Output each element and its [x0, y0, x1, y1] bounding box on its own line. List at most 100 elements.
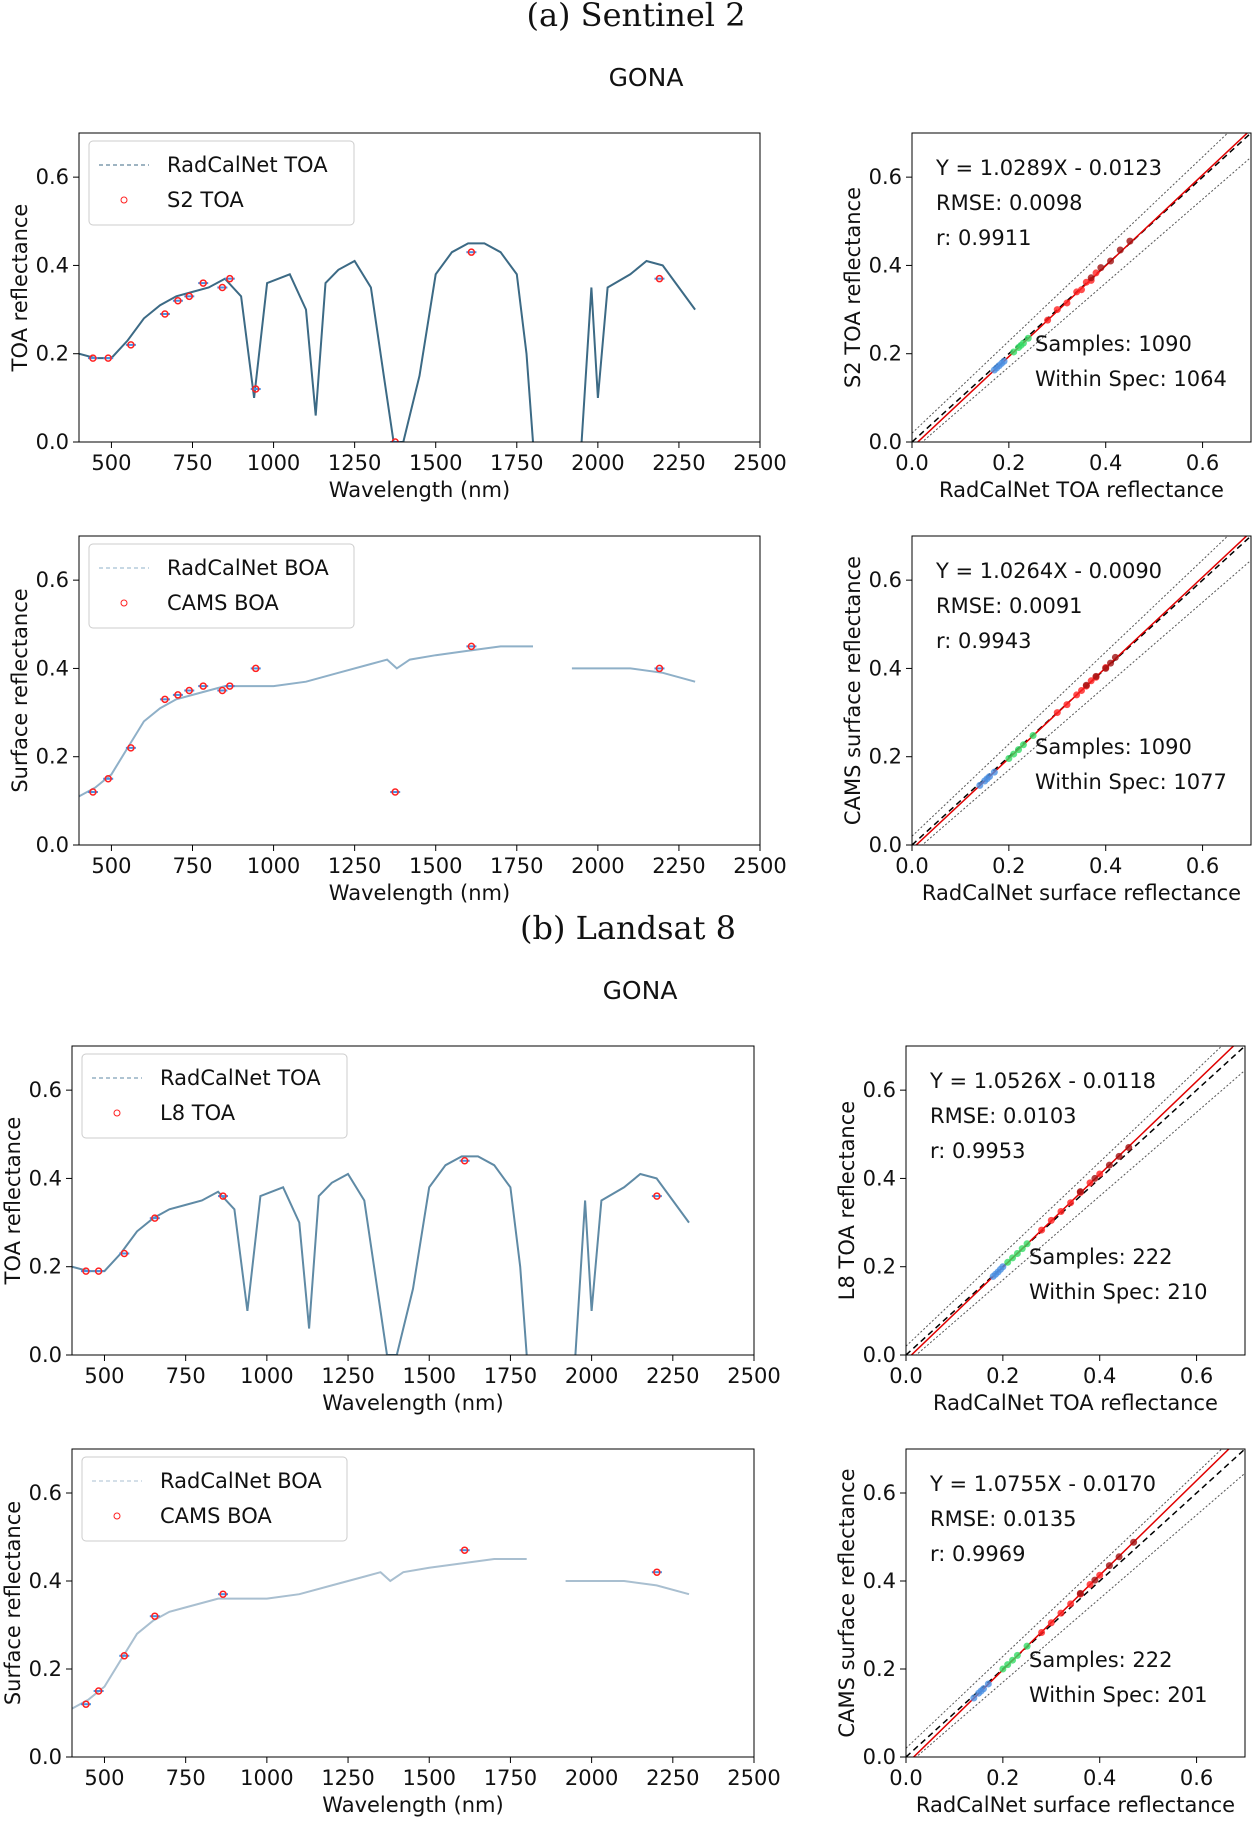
band-point [655, 664, 664, 673]
sample-point [1097, 264, 1105, 272]
x-tick-label: 750 [166, 1364, 206, 1388]
legend-label: CAMS BOA [160, 1504, 272, 1528]
y-axis-label: S2 TOA reflectance [841, 187, 865, 388]
sample-point [1053, 306, 1061, 314]
y-tick-label: 0.2 [869, 745, 902, 769]
sample-point [985, 773, 993, 781]
sample-point [1087, 677, 1095, 685]
sample-point [1091, 1576, 1099, 1584]
band-point [460, 1157, 469, 1165]
x-tick-label: 750 [172, 451, 212, 475]
band-point [655, 274, 664, 283]
x-tick-label: 1250 [321, 1364, 374, 1388]
y-tick-label: 0.2 [36, 342, 69, 366]
band-point [94, 1687, 103, 1695]
y-tick-label: 0.0 [869, 833, 902, 857]
x-tick-label: 0.2 [986, 1364, 1019, 1388]
stat-annotation: RMSE: 0.0098 [936, 191, 1083, 215]
sample-point [1096, 1170, 1104, 1178]
sample-point [1076, 1188, 1084, 1196]
sample-point [1038, 1628, 1046, 1636]
sample-point [1116, 246, 1124, 254]
site-title: GONA [609, 63, 684, 92]
legend-label: RadCalNet BOA [167, 556, 329, 580]
x-tick-label: 0.0 [895, 854, 928, 878]
band-point [199, 682, 207, 690]
y-tick-label: 0.0 [863, 1343, 896, 1367]
y-tick-label: 0.6 [863, 1481, 896, 1505]
plot-area [72, 1546, 690, 1710]
sample-point [1013, 1249, 1021, 1257]
y-tick-label: 0.4 [863, 1166, 896, 1190]
band-point [127, 744, 135, 752]
spectrum-line [79, 242, 696, 442]
sample-point [1067, 1199, 1075, 1207]
legend-box [88, 543, 355, 629]
y-tick-label: 0.4 [29, 1166, 62, 1190]
sample-point [1053, 709, 1061, 717]
x-tick-label: 0.0 [889, 1364, 922, 1388]
x-tick-label: 0.6 [1180, 1364, 1213, 1388]
sample-point [1086, 1581, 1094, 1589]
x-tick-label: 1500 [403, 1364, 456, 1388]
band-point [174, 296, 182, 305]
x-tick-label: 1250 [321, 1766, 374, 1790]
sample-point [1047, 1619, 1055, 1627]
identity-line [906, 1046, 1245, 1355]
sample-point [1091, 1174, 1099, 1182]
x-tick-label: 0.2 [986, 1766, 1019, 1790]
x-axis-label: RadCalNet TOA reflectance [939, 478, 1224, 502]
axes-frame [905, 1045, 1246, 1356]
sample-point [1107, 257, 1115, 265]
sample-point [1063, 299, 1071, 307]
band-point [127, 341, 135, 349]
y-tick-label: 0.2 [869, 342, 902, 366]
sample-point [999, 1665, 1007, 1673]
axes-frame [71, 1448, 755, 1758]
sample-point [1015, 746, 1023, 754]
sample-point [1092, 269, 1100, 277]
x-tick-label: 0.0 [895, 451, 928, 475]
axes-frame [78, 132, 761, 443]
x-axis-label: Wavelength (nm) [329, 478, 510, 502]
y-axis-label: Surface reflectance [1, 1501, 25, 1705]
site-title: GONA [603, 976, 678, 1005]
band-point [653, 1192, 661, 1200]
axes-frame [78, 535, 761, 846]
y-tick-label: 0.2 [36, 745, 69, 769]
x-tick-label: 0.0 [889, 1766, 922, 1790]
sample-point [1057, 1208, 1065, 1216]
band-point [460, 1546, 469, 1554]
x-tick-label: 0.2 [992, 451, 1025, 475]
identity-line [912, 536, 1251, 845]
x-tick-label: 500 [91, 451, 131, 475]
y-tick-label: 0.2 [29, 1255, 62, 1279]
stat-annotation: RMSE: 0.0103 [930, 1104, 1077, 1128]
band-point [82, 1700, 90, 1708]
band-point [151, 1214, 159, 1222]
legend-box [81, 1456, 348, 1542]
sample-point [970, 1694, 978, 1702]
sample-point [1044, 316, 1052, 324]
sample-point [1010, 750, 1018, 758]
y-axis-label: Surface reflectance [8, 588, 32, 792]
legend-label: RadCalNet TOA [160, 1066, 321, 1090]
y-axis-label: TOA reflectance [8, 204, 32, 373]
y-axis-label: CAMS surface reflectance [835, 1468, 859, 1737]
fit-line [912, 1449, 1230, 1757]
y-tick-label: 0.4 [36, 656, 69, 680]
sample-point [1078, 687, 1085, 694]
x-tick-label: 0.6 [1186, 854, 1219, 878]
spectrum-line [72, 1558, 690, 1710]
plot-area [906, 1449, 1245, 1757]
sample-point [1013, 1651, 1021, 1659]
x-tick-label: 750 [172, 854, 212, 878]
sample-summary: Samples: 1090 [1035, 735, 1192, 759]
sample-point [984, 1680, 992, 1688]
sample-point [1019, 741, 1027, 749]
y-tick-label: 0.6 [36, 568, 69, 592]
band-point [226, 682, 234, 690]
y-tick-label: 0.4 [29, 1569, 62, 1593]
band-point [467, 248, 476, 256]
spectrum-line [79, 645, 696, 798]
